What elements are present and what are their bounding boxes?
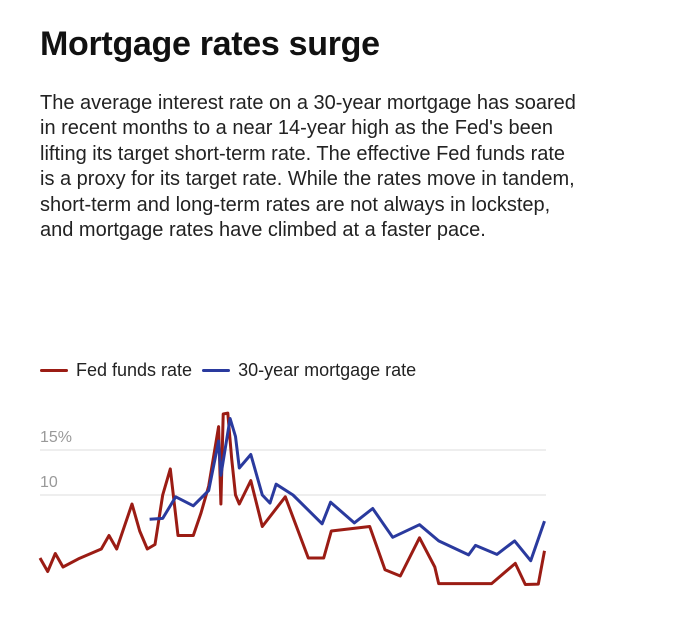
legend-item-fed-funds: Fed funds rate — [40, 360, 192, 381]
legend-label-fed-funds: Fed funds rate — [76, 360, 193, 380]
series-line-fed-funds — [38, 411, 546, 586]
legend: Fed funds rate 30-year mortgage rate — [40, 360, 426, 381]
chart-description: The average interest rate on a 30-year m… — [40, 92, 576, 242]
y-tick-label: 15% — [40, 429, 72, 446]
series-line-mortgage — [149, 417, 546, 563]
legend-swatch-mortgage — [202, 369, 231, 372]
legend-item-mortgage: 30-year mortgage rate — [202, 360, 416, 381]
y-tick-label: 10 — [40, 474, 58, 491]
legend-swatch-fed-funds — [40, 369, 68, 372]
legend-label-mortgage: 30-year mortgage rate — [238, 360, 417, 380]
chart-title: Mortgage rates surge — [40, 25, 380, 63]
